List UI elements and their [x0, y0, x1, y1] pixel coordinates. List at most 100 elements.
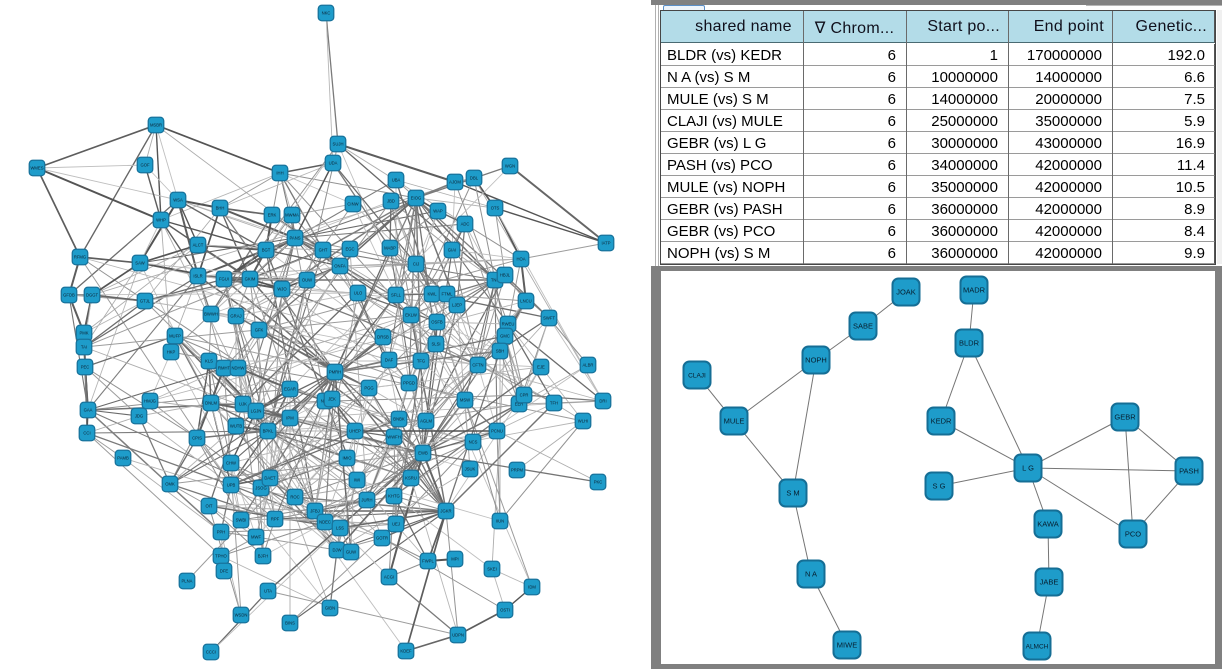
svg-text:KWL: KWL: [427, 292, 437, 297]
svg-text:BJFH: BJFH: [258, 554, 268, 559]
svg-text:KLS: KLS: [205, 359, 213, 364]
svg-text:MABP: MABP: [384, 246, 396, 251]
svg-text:SWFT: SWFT: [543, 316, 555, 321]
svg-text:UDPN: UDPN: [452, 633, 464, 638]
svg-text:NOPH: NOPH: [805, 356, 827, 365]
svg-text:S G: S G: [933, 482, 946, 491]
svg-text:SUJH: SUJH: [333, 142, 344, 147]
svg-text:TFG: TFG: [417, 359, 425, 364]
svg-text:SLSI: SLSI: [431, 342, 440, 347]
svg-text:ULO: ULO: [354, 291, 363, 296]
svg-text:KEDR: KEDR: [931, 417, 952, 426]
svg-text:WWFH: WWFH: [387, 435, 401, 440]
svg-text:MIWE: MIWE: [837, 641, 857, 650]
svg-text:WAP: WAP: [433, 209, 443, 214]
svg-text:BLDR: BLDR: [959, 339, 980, 348]
svg-text:FWPL: FWPL: [422, 559, 434, 564]
svg-text:KSRU: KSRU: [405, 476, 417, 481]
svg-text:WMES: WMES: [30, 166, 43, 171]
svg-text:WHP: WHP: [156, 218, 166, 223]
svg-text:GTJL: GTJL: [140, 299, 151, 304]
svg-text:MULE: MULE: [724, 417, 745, 426]
svg-text:KHTG: KHTG: [388, 494, 400, 499]
svg-text:IWI: IWI: [354, 478, 360, 483]
svg-text:L G: L G: [1022, 464, 1034, 473]
svg-text:ISLR: ISLR: [193, 274, 202, 279]
svg-text:CPR: CPR: [520, 393, 529, 398]
svg-text:JGKR: JGKR: [440, 509, 451, 514]
svg-text:GRAJ: GRAJ: [230, 314, 241, 319]
svg-text:HOA: HOA: [516, 257, 525, 262]
svg-text:CINW: CINW: [347, 202, 358, 207]
svg-text:IMIO: IMIO: [342, 456, 352, 461]
svg-text:OIT: OIT: [206, 504, 213, 509]
svg-text:EJE: EJE: [537, 365, 545, 370]
svg-text:ALCT: ALCT: [193, 243, 204, 248]
svg-text:EGC: EGC: [345, 247, 354, 252]
svg-text:FGUI: FGUI: [219, 277, 229, 282]
svg-text:UEJ: UEJ: [392, 522, 400, 527]
svg-text:PPH: PPH: [217, 530, 226, 535]
svg-text:OTS: OTS: [491, 206, 500, 211]
svg-text:DGGT: DGGT: [86, 293, 99, 298]
svg-text:PPGD: PPGD: [403, 381, 415, 386]
svg-text:JOAK: JOAK: [896, 288, 916, 297]
svg-text:PEC: PEC: [81, 365, 90, 370]
svg-text:DBL: DBL: [470, 176, 479, 181]
svg-text:IDM: IDM: [528, 585, 536, 590]
svg-text:SABE: SABE: [853, 322, 873, 331]
svg-text:LSS: LSS: [336, 526, 344, 531]
svg-text:UBA: UBA: [392, 178, 401, 183]
svg-text:IHH: IHH: [276, 171, 283, 176]
svg-text:TAI: TAI: [81, 345, 87, 350]
svg-text:CPIS: CPIS: [192, 436, 202, 441]
svg-text:UJK: UJK: [239, 402, 247, 407]
svg-text:DAET: DAET: [264, 476, 276, 481]
svg-text:WUTB: WUTB: [230, 424, 243, 429]
svg-text:PGG: PGG: [364, 386, 373, 391]
svg-text:FTML: FTML: [442, 292, 454, 297]
svg-text:GOTR: GOTR: [376, 536, 388, 541]
svg-text:PCO: PCO: [1125, 530, 1141, 539]
svg-text:GHT: GHT: [319, 248, 328, 253]
svg-text:GUW: GUW: [346, 550, 356, 555]
svg-text:DJW: DJW: [332, 548, 341, 553]
svg-text:CLAJI: CLAJI: [688, 373, 706, 380]
svg-text:S M: S M: [786, 489, 799, 498]
svg-text:RPF: RPF: [271, 517, 280, 522]
svg-text:EER: EER: [515, 402, 524, 407]
svg-text:ROC: ROC: [290, 495, 299, 500]
svg-text:UHEP: UHEP: [349, 429, 361, 434]
svg-text:TNS: TNS: [491, 278, 500, 283]
svg-text:LGJN: LGJN: [251, 409, 262, 414]
svg-text:WSDN: WSDN: [235, 613, 248, 618]
svg-text:DNLM: DNLM: [205, 401, 217, 406]
svg-text:SKEI: SKEI: [487, 567, 497, 572]
svg-text:DAF: DAF: [385, 358, 394, 363]
svg-text:TPHO: TPHO: [215, 554, 227, 559]
svg-text:OSTI: OSTI: [500, 608, 510, 613]
svg-text:RMHT: RMHT: [218, 366, 231, 371]
svg-text:CCI: CCI: [83, 431, 90, 436]
svg-text:PAMB: PAMB: [117, 456, 129, 461]
svg-text:GFK: GFK: [255, 328, 264, 333]
svg-text:KAWA: KAWA: [1037, 520, 1059, 529]
svg-text:UPB: UPB: [227, 483, 236, 488]
svg-text:SBH: SBH: [496, 349, 505, 354]
svg-text:DRI: DRI: [599, 399, 606, 404]
svg-text:SAW: SAW: [135, 261, 144, 266]
svg-text:GMC: GMC: [500, 334, 510, 339]
svg-text:ALMCH: ALMCH: [1026, 644, 1049, 651]
svg-text:NKC: NKC: [322, 11, 331, 16]
svg-text:MADR: MADR: [963, 286, 986, 295]
svg-text:PMK: PMK: [79, 331, 88, 336]
svg-text:BGT: BGT: [262, 248, 271, 253]
svg-text:N A: N A: [805, 570, 817, 579]
svg-text:IIUN: IIUN: [496, 519, 504, 524]
svg-text:JEK: JEK: [328, 397, 336, 402]
svg-text:ERK: ERK: [268, 213, 277, 218]
svg-text:BINS: BINS: [285, 621, 295, 626]
svg-text:CCCI: CCCI: [206, 650, 216, 655]
svg-text:SFLL: SFLL: [391, 293, 402, 298]
svg-text:WSA: WSA: [173, 198, 183, 203]
